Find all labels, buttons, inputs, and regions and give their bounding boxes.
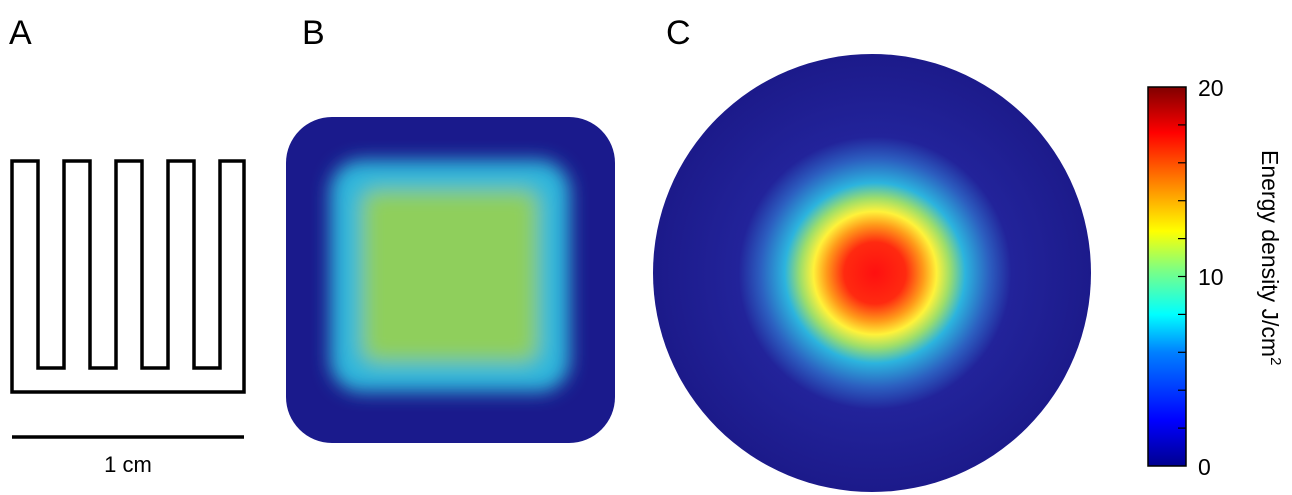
panel-c: C [653, 14, 1091, 492]
panel-b-letter: B [302, 14, 325, 52]
panel-a: A 1 cm [9, 14, 246, 477]
colorbar-tick-label-max: 20 [1198, 75, 1224, 101]
panel-a-letter: A [9, 14, 32, 52]
serpentine-electrode [10, 159, 246, 394]
colorbar-tick-label-min: 0 [1198, 454, 1211, 480]
colorbar-title-superscript: 2 [1267, 357, 1284, 365]
colorbar-ticks [1178, 124, 1186, 429]
panel-b: B [286, 14, 615, 443]
colorbar-tick-label-mid: 10 [1198, 264, 1224, 290]
square-energy-map [286, 117, 615, 443]
colorbar: 20 10 0 Energy density J/cm2 [1147, 75, 1284, 480]
circular-energy-map [653, 54, 1091, 492]
colorbar-title: Energy density J/cm2 [1257, 150, 1284, 365]
colorbar-title-main: Energy density J/cm [1257, 150, 1283, 357]
scale-bar-label: 1 cm [104, 452, 152, 477]
panel-c-letter: C [666, 14, 691, 52]
